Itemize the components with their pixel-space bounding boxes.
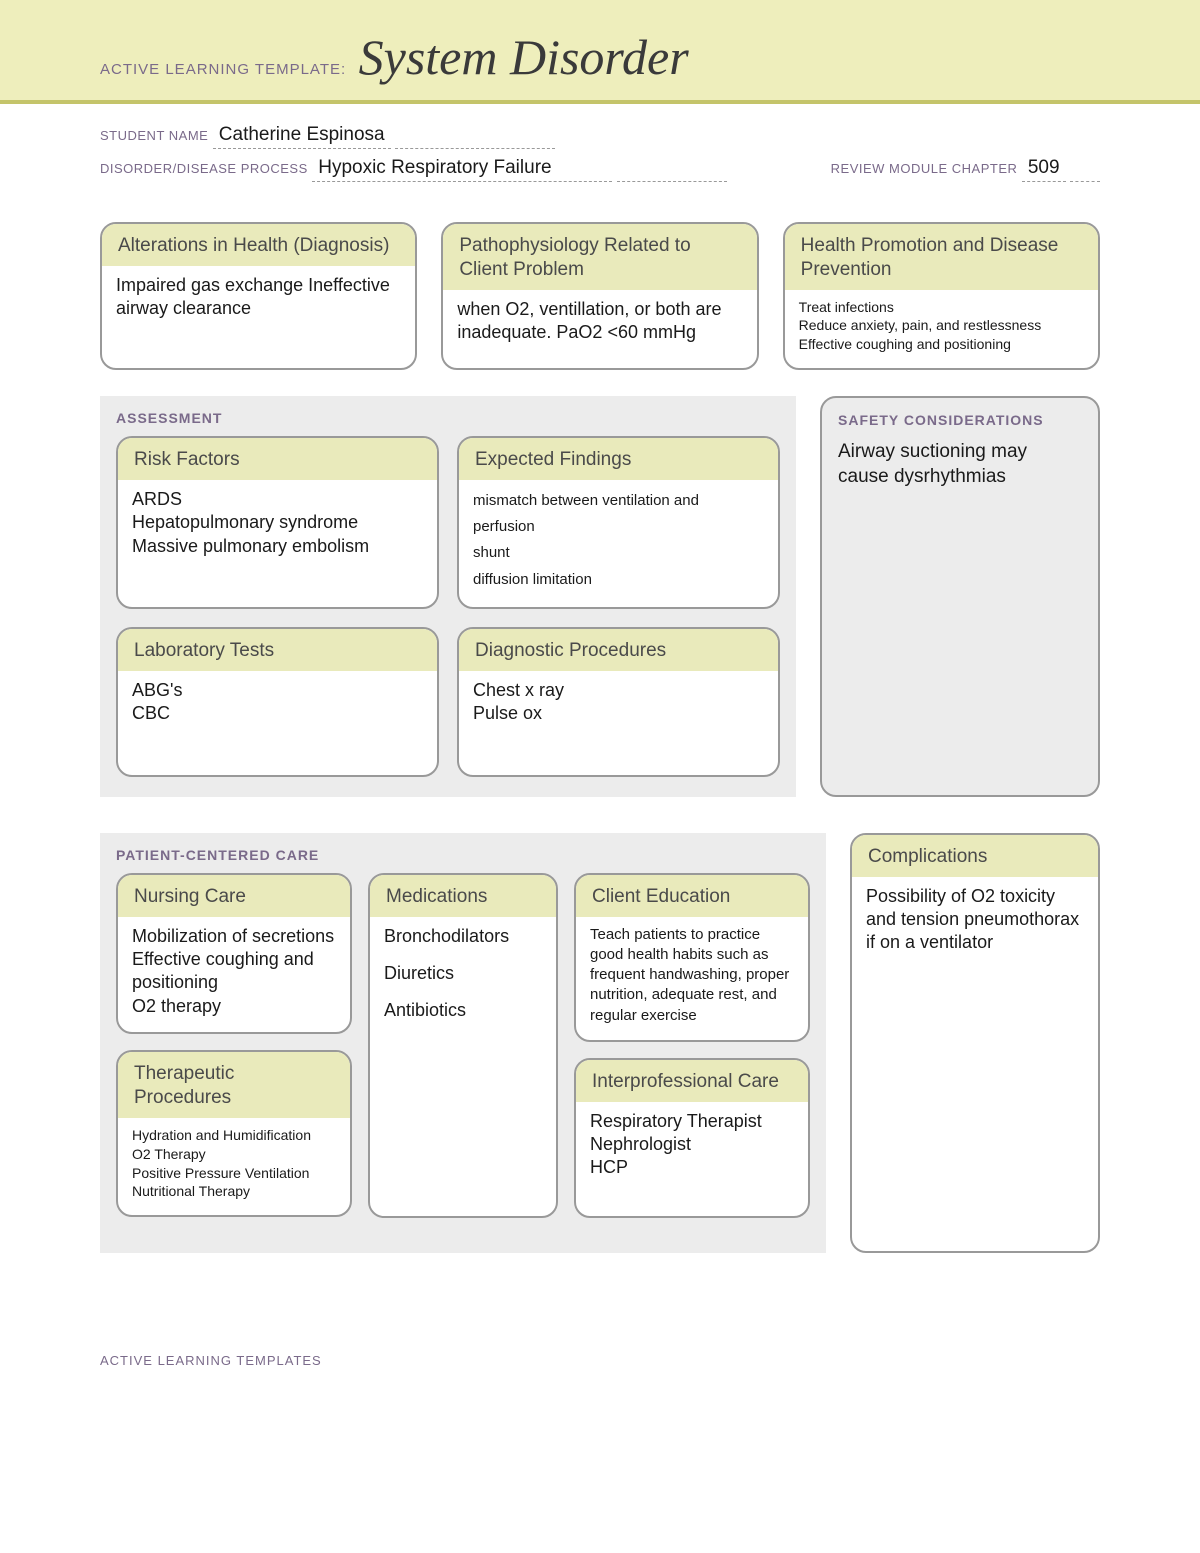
top-row: Alterations in Health (Diagnosis) Impair… [100, 222, 1100, 370]
footer-text: ACTIVE LEARNING TEMPLATES [0, 1293, 1200, 1398]
labs-card: Laboratory Tests ABG'sCBC [116, 627, 439, 777]
patho-card: Pathophysiology Related to Client Proble… [441, 222, 758, 370]
safety-heading: SAFETY CONSIDERATIONS [822, 398, 1098, 434]
alterations-body: Impaired gas exchange Ineffective airway… [102, 266, 415, 368]
disorder-value: Hypoxic Respiratory Failure [312, 157, 612, 182]
patho-title: Pathophysiology Related to Client Proble… [443, 224, 756, 290]
edu-body: Teach patients to practice good health h… [576, 917, 808, 1040]
template-title: System Disorder [359, 28, 689, 86]
blank-line [395, 131, 555, 149]
meds-card: Medications Bronchodilators Diuretics An… [368, 873, 558, 1218]
nursing-card: Nursing Care Mobilization of secretions … [116, 873, 352, 1034]
risk-title: Risk Factors [118, 438, 437, 480]
pcc-row: PATIENT-CENTERED CARE Nursing Care Mobil… [100, 833, 1100, 1253]
promo-body: Treat infectionsReduce anxiety, pain, an… [785, 290, 1098, 369]
patho-body: when O2, ventillation, or both are inade… [443, 290, 756, 369]
promo-card: Health Promotion and Disease Prevention … [783, 222, 1100, 370]
header-band: ACTIVE LEARNING TEMPLATE: System Disorde… [0, 0, 1200, 104]
assessment-heading: ASSESSMENT [116, 410, 780, 426]
student-label: STUDENT NAME [100, 128, 208, 143]
labs-title: Laboratory Tests [118, 629, 437, 671]
template-label: ACTIVE LEARNING TEMPLATE: [100, 61, 346, 78]
alterations-card: Alterations in Health (Diagnosis) Impair… [100, 222, 417, 370]
inter-title: Interprofessional Care [576, 1060, 808, 1102]
blank-line [1070, 164, 1100, 182]
chapter-value: 509 [1022, 157, 1066, 182]
pcc-section: PATIENT-CENTERED CARE Nursing Care Mobil… [100, 833, 826, 1253]
assessment-row: ASSESSMENT Risk Factors ARDSHepatopulmon… [100, 396, 1100, 797]
chapter-label: REVIEW MODULE CHAPTER [831, 161, 1018, 176]
edu-card: Client Education Teach patients to pract… [574, 873, 810, 1042]
expected-title: Expected Findings [459, 438, 778, 480]
blank-line [617, 164, 727, 182]
disorder-label: DISORDER/DISEASE PROCESS [100, 161, 308, 176]
meds-title: Medications [370, 875, 556, 917]
thera-card: Therapeutic Procedures Hydration and Hum… [116, 1050, 352, 1217]
risk-body: ARDSHepatopulmonary syndromeMassive pulm… [118, 480, 437, 607]
disorder-row: DISORDER/DISEASE PROCESS Hypoxic Respira… [100, 157, 1100, 182]
labs-body: ABG'sCBC [118, 671, 437, 775]
student-value: Catherine Espinosa [213, 124, 391, 149]
diag-card: Diagnostic Procedures Chest x rayPulse o… [457, 627, 780, 777]
inter-body: Respiratory TherapistNephrologistHCP [576, 1102, 808, 1216]
content-area: STUDENT NAME Catherine Espinosa DISORDER… [0, 104, 1200, 1293]
thera-body: Hydration and HumidificationO2 TherapyPo… [118, 1118, 350, 1216]
risk-card: Risk Factors ARDSHepatopulmonary syndrom… [116, 436, 439, 609]
student-row: STUDENT NAME Catherine Espinosa [100, 124, 1100, 149]
assessment-section: ASSESSMENT Risk Factors ARDSHepatopulmon… [100, 396, 796, 797]
nursing-title: Nursing Care [118, 875, 350, 917]
alterations-title: Alterations in Health (Diagnosis) [102, 224, 415, 266]
complications-body: Possibility of O2 toxicity and tension p… [852, 877, 1098, 1251]
expected-body: mismatch between ventilation and perfusi… [459, 480, 778, 607]
edu-title: Client Education [576, 875, 808, 917]
thera-title: Therapeutic Procedures [118, 1052, 350, 1118]
meds-line-3: Antibiotics [384, 999, 542, 1022]
diag-body: Chest x rayPulse ox [459, 671, 778, 775]
meds-body: Bronchodilators Diuretics Antibiotics [370, 917, 556, 1216]
expected-card: Expected Findings mismatch between venti… [457, 436, 780, 609]
meds-line-2: Diuretics [384, 962, 542, 985]
pcc-heading: PATIENT-CENTERED CARE [116, 847, 810, 863]
meds-line-1: Bronchodilators [384, 925, 542, 948]
inter-card: Interprofessional Care Respiratory Thera… [574, 1058, 810, 1218]
promo-title: Health Promotion and Disease Prevention [785, 224, 1098, 290]
diag-title: Diagnostic Procedures [459, 629, 778, 671]
safety-card: SAFETY CONSIDERATIONS Airway suctioning … [820, 396, 1100, 797]
complications-card: Complications Possibility of O2 toxicity… [850, 833, 1100, 1253]
complications-title: Complications [852, 835, 1098, 877]
safety-body: Airway suctioning may cause dysrhythmias [822, 434, 1098, 505]
nursing-body: Mobilization of secretions Effective cou… [118, 917, 350, 1033]
